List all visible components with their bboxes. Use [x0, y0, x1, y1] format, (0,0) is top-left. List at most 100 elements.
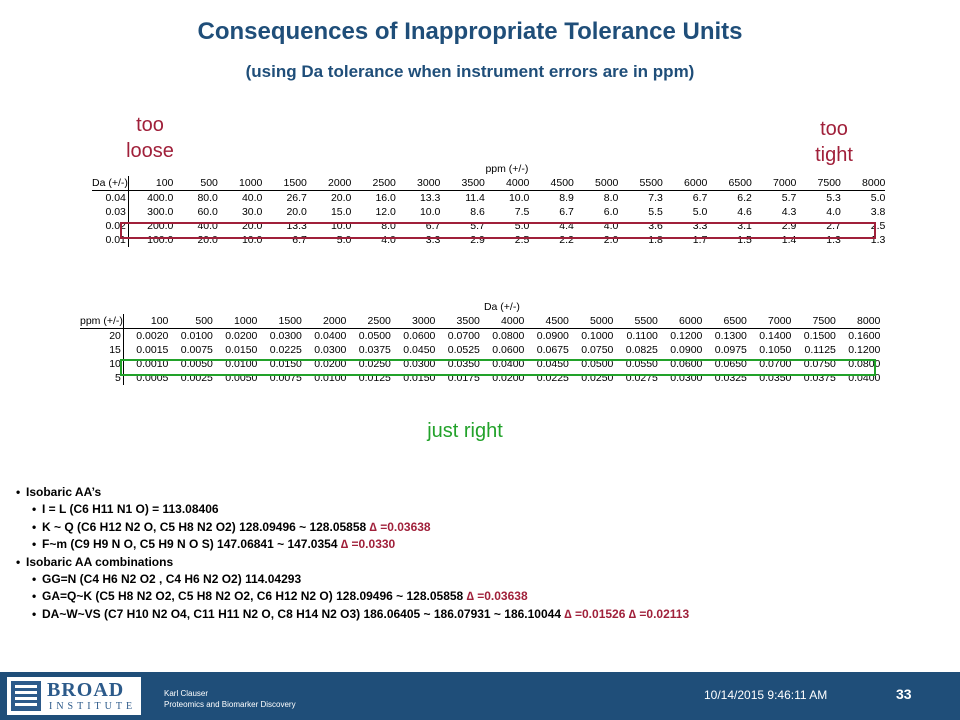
author-name: Karl Clauser — [164, 689, 209, 698]
bullet-dot-icon: • — [16, 554, 21, 569]
column-header: 1500 — [262, 176, 307, 191]
table-row: 0.03 300.0 60.0 30.0 20.0 15.0 12.0 10.0 8.6 7.5 6… — [92, 205, 885, 219]
column-header: 4000 — [479, 314, 525, 329]
table-cell: 0.0400 — [314, 330, 347, 342]
column-header: 6000 — [662, 176, 708, 191]
bullet-dot-icon: • — [32, 519, 37, 534]
too-tight-line-2: tight — [815, 144, 853, 166]
table-cell: 0.0700 — [759, 358, 792, 370]
table-cell: 8.6 — [470, 206, 485, 218]
table-cell: 5.3 — [826, 192, 841, 204]
table-cell: 0.0800 — [492, 330, 525, 342]
table-cell: 11.4 — [465, 192, 485, 204]
table-cell: 0.0225 — [269, 344, 302, 356]
table-cell: 400.0 — [147, 192, 174, 204]
column-header: 6500 — [707, 176, 752, 191]
table-cell: 3.8 — [870, 206, 886, 218]
column-header: 7000 — [746, 314, 792, 329]
table-cell: 5.7 — [781, 192, 797, 204]
logo-text-bottom: INSTITUTE — [49, 701, 137, 712]
table-cell: 0.0300 — [269, 330, 302, 342]
column-header: 4500 — [529, 176, 574, 191]
table-cell: 0.1200 — [670, 330, 703, 342]
table-cell: 10.0 — [419, 206, 441, 218]
table-cell: 4.3 — [781, 206, 797, 218]
table-row: 0.04 400.0 80.0 40.0 26.7 20.0 16.0 13.3 11.4 10.… — [92, 190, 885, 205]
column-header: 500 — [173, 176, 218, 191]
table-cell: 0.0600 — [492, 344, 525, 356]
table-cell: 0.0900 — [670, 344, 703, 356]
table-cell: 0.0200 — [225, 330, 258, 342]
column-header: 5500 — [613, 314, 658, 329]
just-right-label: just right — [427, 420, 503, 442]
table-cell: 8.0 — [603, 192, 619, 204]
highlight-box-red — [120, 222, 876, 239]
column-header: 100 — [123, 314, 169, 329]
bullet-item: • Isobaric AA’s — [16, 484, 689, 501]
bullet-dot-icon: • — [16, 485, 21, 499]
table-cell: 0.0550 — [625, 358, 658, 370]
row-label: 10 — [80, 357, 124, 371]
bullet-dot-icon: • — [32, 589, 37, 604]
column-header: 500 — [168, 314, 213, 329]
table-cell: 0.1300 — [714, 330, 747, 342]
table-cell: 0.0250 — [358, 358, 391, 370]
column-header: 6000 — [657, 314, 703, 329]
table-row: 15 0.0015 0.0075 0.0150 0.0225 0.0300 0.0375 0.… — [80, 343, 880, 357]
table-cell: 0.0675 — [536, 344, 569, 356]
table-cell: 0.0700 — [447, 330, 480, 342]
table-cell: 0.0525 — [447, 344, 480, 356]
bullet-delta: ∆ =0.01526 ∆ =0.02113 — [564, 606, 690, 621]
table-cell: 0.1050 — [759, 344, 792, 356]
bullet-text: F~m (C9 H9 N O, C5 H9 N O S) 147.06841 ~… — [42, 537, 341, 552]
bullet-delta: ∆ =0.03638 — [369, 519, 431, 534]
table-cell: 0.0450 — [536, 358, 569, 370]
table-cell: 0.0375 — [358, 344, 391, 356]
bullet-item: • Isobaric AA combinations — [16, 554, 689, 571]
bullet-item: • I = L (C6 H11 N1 O) = 113.08406 — [16, 501, 689, 518]
row-label: 15 — [80, 343, 124, 357]
bullet-item: • F~m (C9 H9 N O, C5 H9 N O S) 147.06841 … — [16, 536, 689, 553]
table-cell: 12.0 — [375, 206, 396, 218]
too-loose-line-1: too — [136, 114, 164, 136]
column-header: 2000 — [301, 314, 347, 329]
column-header: 1500 — [257, 314, 302, 329]
table-cell: 0.0450 — [403, 344, 436, 356]
column-header: 2500 — [351, 176, 396, 191]
column-header: 5000 — [573, 176, 619, 191]
column-header: 4500 — [524, 314, 569, 329]
table-cell: 0.0150 — [269, 358, 302, 370]
table-cell: 20.0 — [286, 206, 307, 218]
table-cell: 10.0 — [508, 192, 530, 204]
highlight-box-green — [120, 359, 876, 376]
table-cell: 6.2 — [737, 192, 752, 204]
table-cell: 0.0050 — [180, 358, 213, 370]
bullet-text: Isobaric AA combinations — [26, 554, 174, 569]
column-header: 3500 — [440, 176, 485, 191]
table-cell: 4.0 — [826, 206, 841, 218]
broad-logo-icon — [11, 681, 41, 711]
column-header: 1000 — [217, 176, 263, 191]
caption-spacer — [92, 162, 128, 176]
table-cell: 4.6 — [737, 206, 752, 218]
row-label: 0.04 — [92, 190, 129, 205]
bullet-item: • K ~ Q (C6 H12 N2 O, C5 H8 N2 O2) 128.09… — [16, 519, 689, 536]
table-caption: Da (+/-) — [483, 301, 520, 313]
table-cell: 0.1600 — [848, 330, 881, 342]
table-corner-label: ppm (+/-) — [80, 314, 124, 329]
bullet-dot-icon: • — [32, 537, 37, 552]
author-group: Proteomics and Biomarker Discovery — [164, 700, 296, 709]
table-cell: 300.0 — [147, 206, 174, 218]
table-cell: 0.1200 — [848, 344, 881, 356]
bullet-text: K ~ Q (C6 H12 N2 O, C5 H8 N2 O2) 128.094… — [42, 519, 370, 534]
page-number: 33 — [896, 686, 912, 702]
table-cell: 0.1000 — [581, 330, 614, 342]
column-header: 6500 — [702, 314, 747, 329]
table-cell: 0.0300 — [314, 344, 347, 356]
column-header: 1000 — [212, 314, 258, 329]
too-loose-label: too loose — [100, 112, 200, 164]
bullet-delta: ∆ =0.03638 — [466, 589, 528, 604]
table-cell: 7.3 — [648, 192, 663, 204]
table-caption: ppm (+/-) — [485, 163, 529, 175]
bullet-delta: ∆ =0.0330 — [340, 537, 396, 552]
